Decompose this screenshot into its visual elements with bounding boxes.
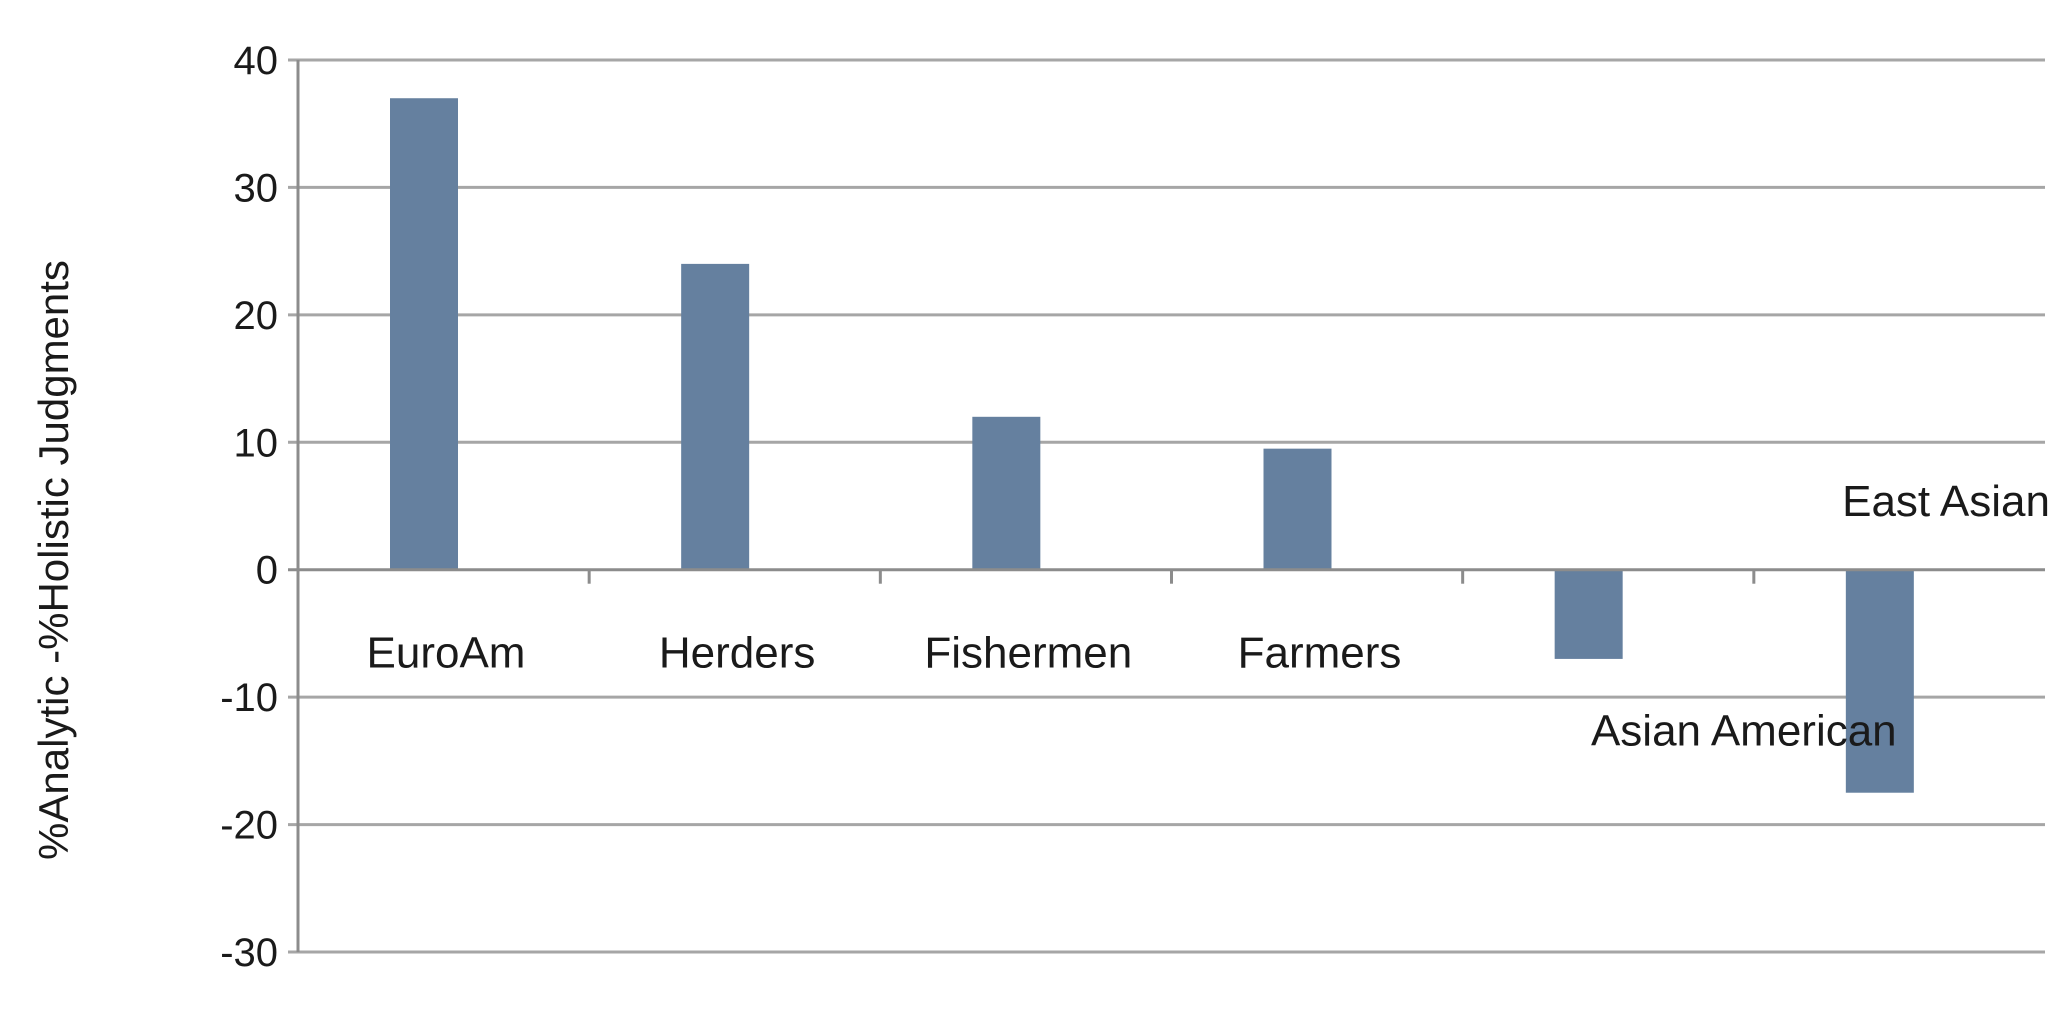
bar — [1554, 569, 1623, 659]
axes — [288, 60, 2045, 952]
y-tick-label: 20 — [234, 294, 279, 338]
category-label: Farmers — [1238, 629, 1402, 678]
category-label: EuroAm — [367, 629, 526, 678]
category-label: Asian American — [1591, 707, 1897, 756]
y-tick-label: 40 — [234, 39, 279, 83]
gridlines — [288, 58, 2045, 954]
category-label: Herders — [659, 629, 816, 678]
bar — [681, 263, 750, 570]
category-label: East Asian — [1842, 477, 2050, 526]
y-tick-label: -20 — [220, 804, 278, 848]
category-label: Fishermen — [924, 629, 1132, 678]
category-labels: EuroAm Herders Fishermen Farmers Asian Ameri… — [367, 477, 2050, 755]
bar — [1845, 569, 1914, 793]
bars — [390, 98, 1914, 793]
y-tick-labels: 40 30 20 10 0 -10 -20 -30 — [220, 39, 278, 975]
y-tick-label: 10 — [234, 421, 279, 465]
bar — [1263, 448, 1332, 570]
bar — [972, 416, 1041, 570]
bar — [390, 98, 458, 570]
y-tick-label: 0 — [256, 549, 278, 593]
y-tick-label: -30 — [220, 931, 278, 975]
y-axis-label: %Analytic -%Holistic Judgments — [30, 260, 77, 860]
y-tick-label: -10 — [220, 676, 278, 720]
y-tick-label: 30 — [234, 166, 279, 210]
